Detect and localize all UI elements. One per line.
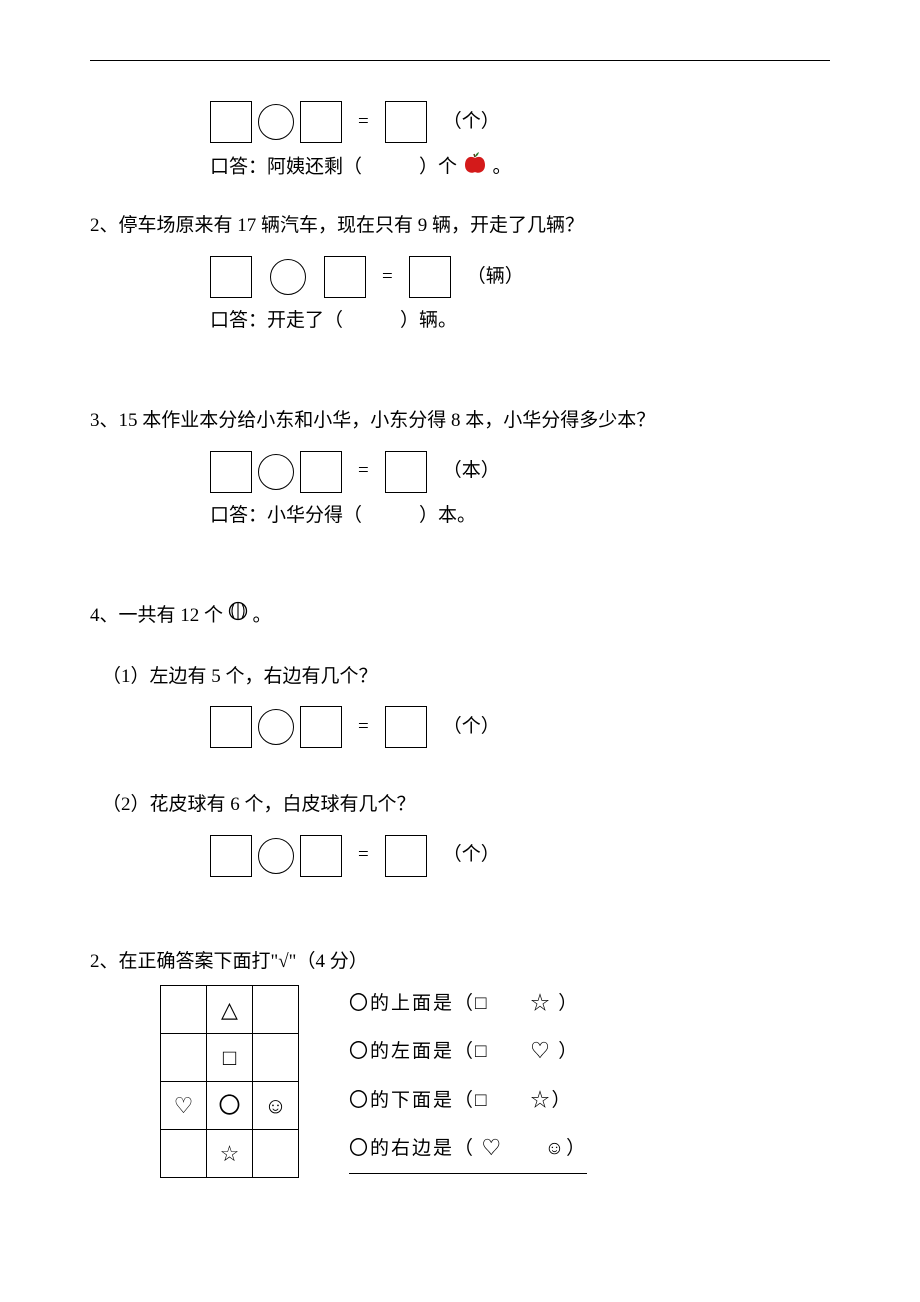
unit-label: （个） xyxy=(443,712,500,742)
position-statements: 〇的上面是（□ ☆ ） 〇的左面是（□ ♡ ） 〇的下面是（□ ☆） 〇的右边是… xyxy=(349,985,587,1174)
operand-box[interactable] xyxy=(210,706,252,748)
grid-cell-triangle: △ xyxy=(207,985,253,1033)
q4-suffix: 。 xyxy=(253,605,272,626)
operator-circle[interactable] xyxy=(270,259,306,295)
unit-label: （个） xyxy=(443,840,500,870)
operand-box[interactable] xyxy=(300,706,342,748)
operator-circle[interactable] xyxy=(258,709,294,745)
operator-circle[interactable] xyxy=(258,454,294,490)
position-wrapper: △ □ ♡ 〇 ☺ ☆ 〇的上面是（□ ☆ ） 〇的左面是（□ ♡ ） xyxy=(160,985,830,1178)
statement-line: 〇的上面是（□ ☆ ） xyxy=(349,989,587,1019)
equation-row: = （个） xyxy=(210,706,830,748)
grid-cell-smile: ☺ xyxy=(253,1081,299,1129)
equals-sign: = xyxy=(382,262,393,292)
question-text: 3、15 本作业本分给小东和小华，小东分得 8 本，小华分得多少本？ xyxy=(90,406,830,436)
sub-question-1: （1）左边有 5 个，右边有几个？ xyxy=(102,662,830,692)
operand-box[interactable] xyxy=(324,256,366,298)
question-1: = （个） 口答：阿姨还剩（ ）个 。 xyxy=(90,101,830,185)
operand-box[interactable] xyxy=(210,256,252,298)
result-box[interactable] xyxy=(409,256,451,298)
grid-cell xyxy=(253,1129,299,1177)
equals-sign: = xyxy=(358,456,369,486)
question-4: 4、一共有 12 个 。 （1）左边有 5 个，右边有几个？ = （个） （2）… xyxy=(90,601,830,877)
result-box[interactable] xyxy=(385,451,427,493)
statement-line: 〇的右边是（ ♡ ☺） xyxy=(349,1134,587,1164)
equals-sign: = xyxy=(358,840,369,870)
question-2: 2、停车场原来有 17 辆汽车，现在只有 9 辆，开走了几辆？ = （辆） 口答… xyxy=(90,211,830,336)
ball-icon xyxy=(228,601,248,631)
result-box[interactable] xyxy=(385,101,427,143)
grid-cell-heart: ♡ xyxy=(161,1081,207,1129)
statement-line: 〇的左面是（□ ♡ ） xyxy=(349,1037,587,1067)
sub-question-2: （2）花皮球有 6 个，白皮球有几个？ xyxy=(102,790,830,820)
question-3: 3、15 本作业本分给小东和小华，小东分得 8 本，小华分得多少本？ = （本）… xyxy=(90,406,830,531)
grid-cell xyxy=(253,1033,299,1081)
period: 。 xyxy=(493,157,512,178)
unit-label: （辆） xyxy=(467,262,524,292)
operand-box[interactable] xyxy=(210,451,252,493)
grid-cell xyxy=(253,985,299,1033)
equals-sign: = xyxy=(358,107,369,137)
result-box[interactable] xyxy=(385,706,427,748)
apple-icon xyxy=(462,151,488,185)
equation-row: = （辆） xyxy=(210,256,830,298)
answer-line: 口答：开走了（ ）辆。 xyxy=(210,306,830,336)
equation-row: = （个） xyxy=(210,835,830,877)
operand-box[interactable] xyxy=(300,101,342,143)
question-5: 2、在正确答案下面打"√"（4 分） △ □ ♡ 〇 ☺ ☆ xyxy=(90,947,830,1178)
unit-label: （个） xyxy=(443,107,500,137)
grid-cell-circle: 〇 xyxy=(207,1081,253,1129)
unit-label: （本） xyxy=(443,456,500,486)
position-grid: △ □ ♡ 〇 ☺ ☆ xyxy=(160,985,299,1178)
equals-sign: = xyxy=(358,712,369,742)
grid-cell xyxy=(161,985,207,1033)
grid-cell-star: ☆ xyxy=(207,1129,253,1177)
q4-prefix: 4、一共有 12 个 xyxy=(90,605,228,626)
operand-box[interactable] xyxy=(210,101,252,143)
operator-circle[interactable] xyxy=(258,838,294,874)
question-text: 2、在正确答案下面打"√"（4 分） xyxy=(90,947,830,977)
equation-row: = （个） xyxy=(210,101,830,143)
question-text: 4、一共有 12 个 。 xyxy=(90,601,830,632)
question-text: 2、停车场原来有 17 辆汽车，现在只有 9 辆，开走了几辆？ xyxy=(90,211,830,241)
grid-cell xyxy=(161,1033,207,1081)
operator-circle[interactable] xyxy=(258,104,294,140)
page-top-rule xyxy=(90,60,830,61)
answer-text: 口答：阿姨还剩（ ）个 xyxy=(210,157,457,178)
grid-cell xyxy=(161,1129,207,1177)
answer-line: 口答：小华分得（ ）本。 xyxy=(210,501,830,531)
operand-box[interactable] xyxy=(300,835,342,877)
statement-line: 〇的下面是（□ ☆） xyxy=(349,1086,587,1116)
result-box[interactable] xyxy=(385,835,427,877)
operand-box[interactable] xyxy=(210,835,252,877)
grid-cell-square: □ xyxy=(207,1033,253,1081)
operand-box[interactable] xyxy=(300,451,342,493)
answer-line: 口答：阿姨还剩（ ）个 。 xyxy=(210,151,830,185)
equation-row: = （本） xyxy=(210,451,830,493)
